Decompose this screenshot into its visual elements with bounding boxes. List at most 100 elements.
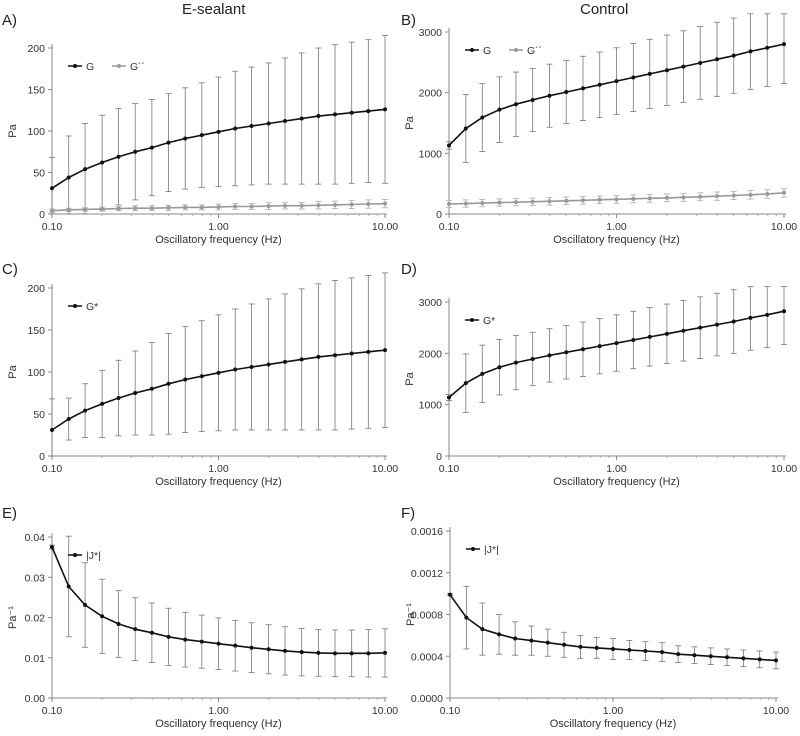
chart-e-series-0-point xyxy=(366,651,371,656)
chart-c-series-0-point xyxy=(83,408,88,413)
chart-d-series-0-point xyxy=(597,344,602,349)
chart-b-series-1-point xyxy=(748,192,753,197)
chart-a-series-0-point xyxy=(233,126,238,131)
chart-d-series-0-point xyxy=(631,337,636,342)
chart-d-series-0-point xyxy=(463,381,468,386)
chart-c-series-0-point xyxy=(199,374,204,379)
chart-c-series-0-point xyxy=(149,386,154,391)
chart-b-y-tick-label: 3000 xyxy=(419,27,443,39)
chart-c-series-0-point xyxy=(366,349,371,354)
chart-a-series-1-point xyxy=(383,201,387,206)
chart-c-y-axis-title: Pa xyxy=(7,364,19,378)
chart-b-y-axis-title: Pa xyxy=(404,115,416,129)
chart-e-series-0-point xyxy=(199,639,204,644)
chart-b-series-1-point xyxy=(782,190,786,195)
chart-b-series-0-point xyxy=(581,86,586,91)
chart-e-series-0-point xyxy=(233,643,238,648)
chart-f-series-0-point xyxy=(594,645,599,650)
chart-e-series-0-point xyxy=(166,634,171,639)
chart-b-series-1-point xyxy=(614,197,619,202)
chart-b-series-1-point xyxy=(564,198,569,203)
panel-letter-d: D) xyxy=(401,261,417,278)
chart-c-series-0-point xyxy=(166,381,171,386)
chart-e-series-0-point xyxy=(149,630,154,635)
chart-a-series-1-point xyxy=(116,206,121,211)
chart-d-series-0-legend-marker xyxy=(470,318,474,322)
chart-a-y-tick-label: 150 xyxy=(27,85,45,97)
chart-e-series-0-point xyxy=(66,584,71,589)
chart-a-series-1-legend-label: G´´ xyxy=(130,61,145,73)
chart-c-series-0-legend-label: G* xyxy=(86,301,98,313)
chart-f-series-0-point xyxy=(513,636,518,641)
chart-a-series-0-point xyxy=(216,129,221,134)
chart-f-series-0-point xyxy=(529,638,534,643)
chart-a-series-0-point xyxy=(349,110,354,115)
chart-e-series-0-legend-label: |J*| xyxy=(86,550,101,562)
chart-f-x-axis-title: Oscillatory frequency (Hz) xyxy=(550,718,677,730)
chart-e-y-tick-label: 0.04 xyxy=(25,532,46,544)
chart-a-series-0-legend-label: G xyxy=(86,61,94,73)
chart-b-series-0-point xyxy=(564,90,569,95)
chart-c-series-0-point xyxy=(299,357,304,362)
chart-d-y-tick-label: 0 xyxy=(436,451,442,463)
chart-f-series-0-point xyxy=(578,644,583,649)
chart-b-x-tick-label: 10.00 xyxy=(771,221,797,233)
chart-b-series-1-point xyxy=(681,195,686,200)
chart-a-y-axis-title: Pa xyxy=(7,123,19,137)
chart-f-x-tick-label: 10.00 xyxy=(763,705,789,717)
chart-b-series-0-point xyxy=(530,97,535,102)
chart-b-series-0-point xyxy=(547,93,552,98)
chart-b-series-1-point xyxy=(480,201,485,206)
chart-a-series-1-point xyxy=(299,203,304,208)
chart-a-y-tick-label: 50 xyxy=(33,168,45,180)
chart-b-series-0-legend-marker xyxy=(470,48,474,52)
chart-f-series-0-point xyxy=(562,642,567,647)
chart-b-y-tick-label: 0 xyxy=(436,209,442,221)
chart-a-series-0-point xyxy=(50,186,54,191)
chart-e-series-0-point xyxy=(383,650,387,655)
chart-e-x-tick-label: 10.00 xyxy=(372,705,398,717)
chart-f-series-0-point xyxy=(708,654,713,659)
chart-e-series-0-point xyxy=(183,637,188,642)
chart-f-series-0-point xyxy=(643,649,648,654)
chart-f-y-tick-label: 0.0012 xyxy=(411,568,443,580)
chart-b-series-0-point xyxy=(631,75,636,80)
chart-b-y-tick-label: 2000 xyxy=(419,88,443,100)
chart-f-series-0-legend-label: |J*| xyxy=(484,544,499,556)
chart-b-series-1-point xyxy=(581,198,586,203)
chart-e-series-0-point xyxy=(299,650,304,655)
chart-a-series-0-point xyxy=(66,175,71,180)
chart-e-series-0-point xyxy=(283,648,288,653)
chart-c-series-0-point xyxy=(233,367,238,372)
chart-a-series-1-point xyxy=(66,207,71,212)
chart-e-series-0-point xyxy=(100,614,105,619)
chart-b-series-0-point xyxy=(681,64,686,69)
chart-d-series-0-point xyxy=(748,315,753,320)
chart-f-series-0-point xyxy=(757,657,762,662)
chart-b-series-1-point xyxy=(463,201,468,206)
panel-letter-b: B) xyxy=(401,12,416,29)
chart-d-y-axis-title: Pa xyxy=(404,371,416,385)
chart-f-series-0-point xyxy=(692,653,697,658)
chart-b-series-1-point xyxy=(547,199,552,204)
chart-c-y-tick-label: 50 xyxy=(33,409,45,421)
chart-f-series-0-point xyxy=(448,592,452,597)
chart-f-series-0-point xyxy=(480,627,485,632)
chart-e-y-axis-title: Pa⁻¹ xyxy=(7,606,19,629)
chart-f-series-0-point xyxy=(660,650,665,655)
chart-d-series-0-point xyxy=(698,325,703,330)
chart-f-x-tick-label: 1.00 xyxy=(603,705,624,717)
chart-c-series-0-legend-marker xyxy=(73,304,77,308)
chart-b-series-0-point xyxy=(782,42,786,47)
column-title-control: Control xyxy=(580,1,629,18)
chart-e-series-0-point xyxy=(50,545,54,550)
chart-d-y-tick-label: 3000 xyxy=(419,297,443,309)
chart-c-x-tick-label: 10.00 xyxy=(372,463,398,475)
chart-a-series-1-point xyxy=(83,207,88,212)
chart-b-series-0-point xyxy=(597,82,602,87)
chart-e-series-0-point xyxy=(316,650,321,655)
chart-b-series-1-point xyxy=(765,191,770,196)
chart-f-series-0-point xyxy=(545,640,550,645)
chart-c-y-tick-label: 100 xyxy=(27,367,45,379)
chart-b-series-1-point xyxy=(597,197,602,202)
